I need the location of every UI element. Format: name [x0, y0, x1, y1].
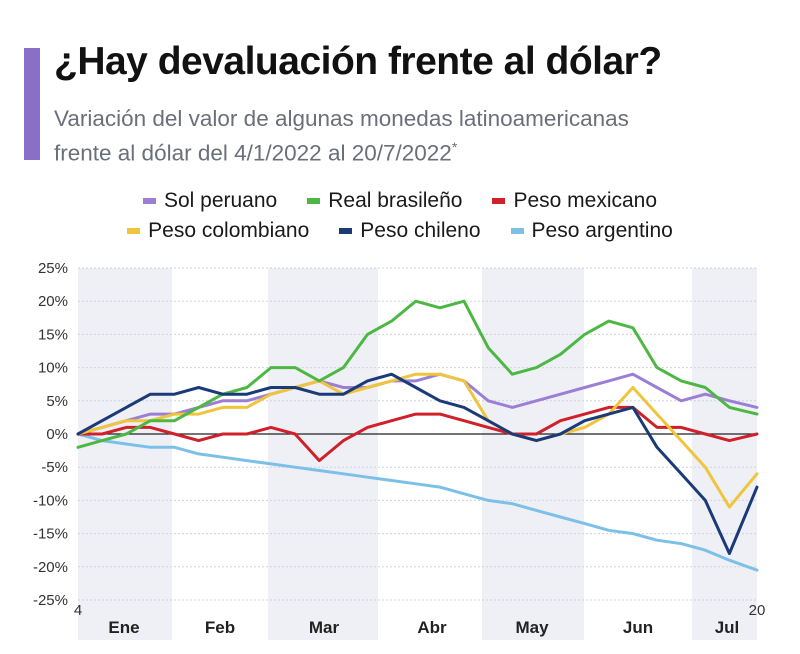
- legend-item-peso-argentino: Peso argentino: [510, 219, 673, 243]
- month-band: [692, 268, 757, 640]
- x-start-label: 4: [74, 602, 82, 619]
- series-lines: [76, 299, 759, 572]
- x-month-label: May: [515, 618, 549, 637]
- month-band: [268, 268, 378, 640]
- x-month-label: Abr: [417, 618, 447, 637]
- y-tick-label: -15%: [33, 526, 68, 543]
- legend-swatch: [510, 228, 524, 234]
- page-title: ¿Hay devaluación frente al dólar?: [54, 40, 662, 83]
- subtitle-line-1: Variación del valor de algunas monedas l…: [54, 106, 629, 131]
- legend-swatch: [127, 228, 141, 234]
- y-tick-label: -25%: [33, 592, 68, 609]
- legend-label: Sol peruano: [163, 189, 278, 212]
- legend-label: Real brasileño: [328, 189, 463, 212]
- x-month-label: Jun: [623, 618, 653, 637]
- y-tick-label: 5%: [46, 393, 68, 410]
- x-axis-labels: 4 20 Ene Feb Mar Abr May Jun Jul: [74, 602, 766, 637]
- legend-item-real-brasileno: Real brasileño: [307, 189, 462, 213]
- legend-label: Peso colombiano: [148, 219, 310, 242]
- subtitle-line-2-text: frente al dólar del 4/1/2022 al 20/7/202…: [54, 140, 452, 166]
- x-end-label: 20: [749, 602, 766, 619]
- legend-row-2: Peso colombiano Peso chileno Peso argent…: [0, 216, 800, 246]
- chart-legend: Sol peruano Real brasileño Peso mexicano…: [0, 186, 800, 246]
- month-bands: [78, 268, 757, 640]
- legend-swatch: [307, 198, 321, 204]
- y-tick-label: -10%: [33, 492, 68, 509]
- subtitle-footnote-mark: *: [451, 139, 458, 155]
- legend-label: Peso chileno: [360, 219, 481, 242]
- legend-item-sol-peruano: Sol peruano: [142, 189, 278, 213]
- month-band: [78, 268, 172, 640]
- y-tick-label: -20%: [33, 559, 68, 576]
- legend-label: Peso argentino: [531, 219, 673, 242]
- legend-item-peso-mexicano: Peso mexicano: [492, 189, 657, 213]
- series-line-peso-mexicano: [76, 405, 759, 463]
- title-accent-bar: [24, 48, 40, 160]
- series-line-peso-colombiano: [76, 372, 759, 509]
- x-month-label: Jul: [715, 618, 740, 637]
- legend-swatch: [142, 198, 156, 204]
- line-chart: 25% 20% 15% 10% 5% 0% -5% -10% -15% -20% -25% 4 20 E…: [33, 260, 766, 640]
- page-subtitle: Variación del valor de algunas monedas l…: [54, 104, 774, 168]
- month-band: [482, 268, 584, 640]
- legend-row-1: Sol peruano Real brasileño Peso mexicano: [0, 186, 800, 216]
- legend-swatch: [339, 228, 353, 234]
- series-line-real-brasile-o: [76, 299, 759, 449]
- y-tick-label: 15%: [38, 326, 68, 343]
- x-month-label: Ene: [108, 618, 139, 637]
- series-line-sol-peruano: [76, 372, 759, 436]
- y-tick-label: 0%: [46, 426, 68, 443]
- x-month-label: Mar: [309, 618, 340, 637]
- legend-item-peso-colombiano: Peso colombiano: [127, 219, 309, 243]
- legend-item-peso-chileno: Peso chileno: [339, 219, 481, 243]
- legend-label: Peso mexicano: [513, 189, 658, 212]
- subtitle-line-2: frente al dólar del 4/1/2022 al 20/7/202…: [54, 133, 774, 168]
- x-month-label: Feb: [205, 618, 235, 637]
- y-tick-label: 25%: [38, 260, 68, 277]
- series-line-peso-argentino: [76, 432, 759, 572]
- legend-swatch: [492, 198, 506, 204]
- y-axis-ticks: 25% 20% 15% 10% 5% 0% -5% -10% -15% -20% -25%: [33, 260, 68, 609]
- y-tick-label: 10%: [38, 360, 68, 377]
- y-tick-label: -5%: [41, 459, 68, 476]
- series-line-peso-chileno: [76, 372, 759, 555]
- y-tick-label: 20%: [38, 293, 68, 310]
